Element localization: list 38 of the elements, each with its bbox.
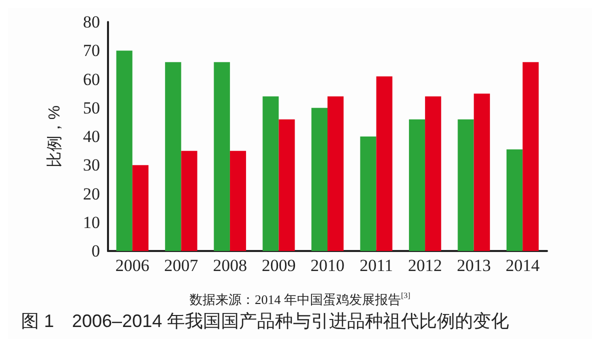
- x-tick-label: 2006: [115, 256, 150, 275]
- x-tick-label: 2011: [360, 256, 393, 275]
- bar: [181, 150, 198, 251]
- y-tick-label: 70: [83, 41, 100, 60]
- y-tick-label: 60: [83, 70, 100, 89]
- bar: [522, 62, 539, 251]
- x-tick-label: 2012: [408, 256, 442, 275]
- text: 图 1 2006–2014 年我国国产品种与引进品种祖代比例的变化: [21, 311, 510, 331]
- bar: [360, 136, 376, 251]
- y-tick-label: 10: [83, 212, 100, 232]
- bar: [408, 119, 426, 251]
- y-tick-label: 0: [92, 242, 100, 260]
- bar: [474, 94, 490, 251]
- y-tick-label: 80: [83, 12, 100, 32]
- bar: [328, 96, 344, 251]
- y-axis-title: 比例，%: [46, 105, 64, 168]
- bar: [116, 50, 132, 251]
- y-tick-label: 30: [83, 156, 100, 175]
- y-tick-label: 40: [83, 127, 100, 146]
- bar: [425, 96, 442, 251]
- x-tick-label: 2014: [506, 256, 540, 275]
- x-tick-label: 2007: [164, 256, 199, 275]
- x-tick-label: 2008: [212, 256, 247, 275]
- bar: [230, 150, 246, 251]
- bar: [262, 96, 279, 251]
- bar: [311, 108, 328, 251]
- y-tick-label: 20: [83, 184, 100, 204]
- x-tick-label: 2013: [456, 256, 491, 275]
- bar: [506, 149, 523, 251]
- bar: [132, 165, 148, 251]
- y-tick-label: 50: [83, 98, 100, 118]
- bar: [376, 76, 392, 251]
- bar: [214, 62, 230, 251]
- x-tick-label: 2009: [262, 256, 296, 275]
- x-tick-label: 2010: [310, 256, 344, 275]
- bar: [278, 119, 295, 251]
- bar: [458, 119, 474, 251]
- bar: [165, 62, 182, 251]
